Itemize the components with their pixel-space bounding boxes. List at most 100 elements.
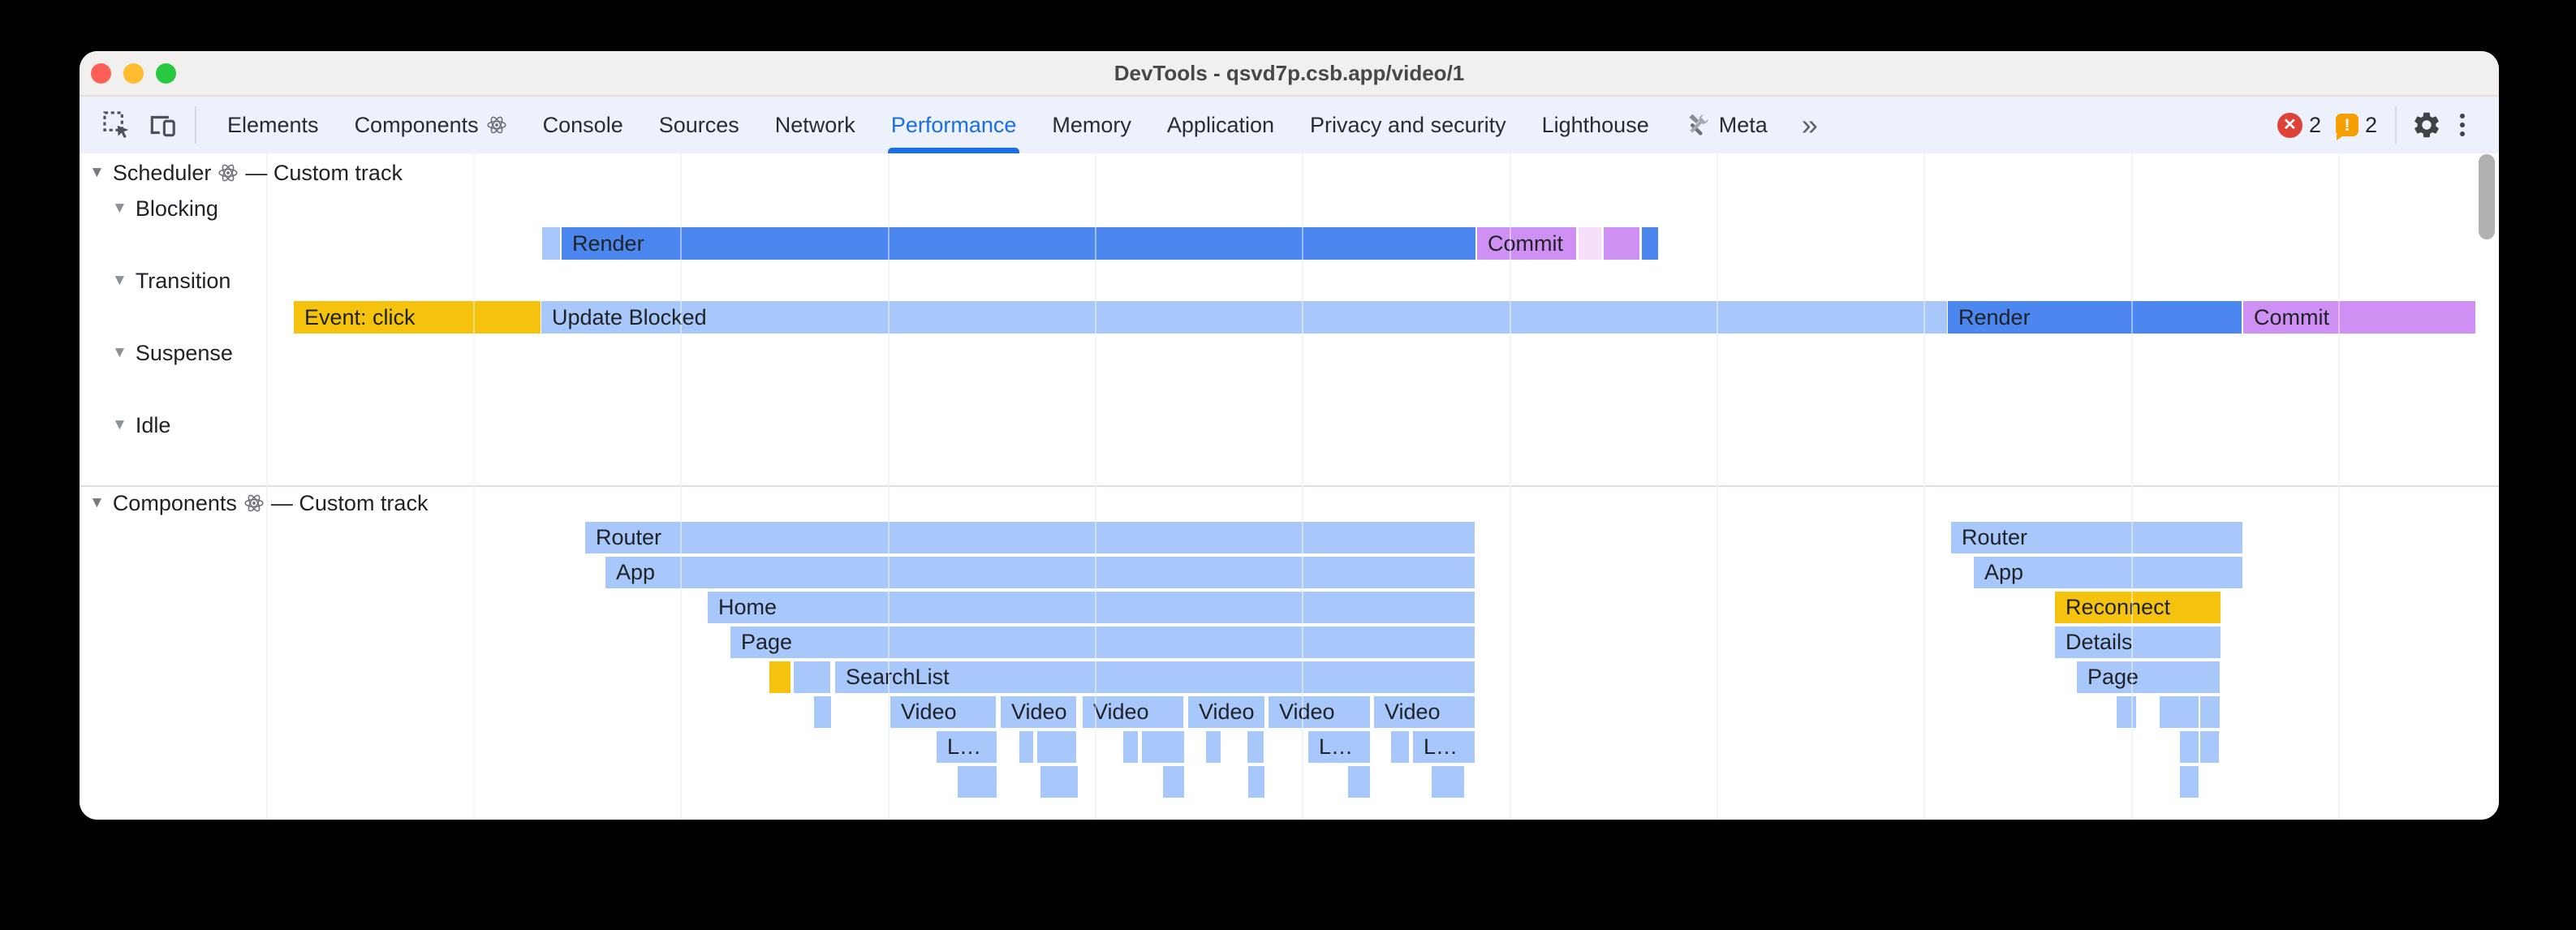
- collapse-triangle-icon[interactable]: ▼: [112, 416, 127, 433]
- track-header-components[interactable]: ▼ Components — Custom track: [89, 491, 428, 515]
- tab-performance[interactable]: Performance: [873, 97, 1035, 153]
- timeline-bar-router[interactable]: Router: [585, 522, 1475, 553]
- timeline-bar-details[interactable]: Details: [2055, 626, 2221, 658]
- minimize-button[interactable]: [123, 63, 144, 84]
- timeline-bar-video[interactable]: Video: [1188, 696, 1264, 728]
- close-button[interactable]: [91, 63, 111, 84]
- collapse-triangle-icon[interactable]: ▼: [89, 164, 105, 181]
- timeline-bar[interactable]: [1432, 766, 1464, 798]
- timeline-bar-page[interactable]: Page: [2077, 661, 2220, 693]
- timeline-gridline: [1302, 153, 1303, 820]
- timeline-bar[interactable]: [2200, 731, 2219, 763]
- timeline-bar[interactable]: [1123, 731, 1138, 763]
- timeline-bar[interactable]: [542, 227, 560, 260]
- lane-idle[interactable]: ▼ Idle: [112, 413, 170, 437]
- timeline-bar-l[interactable]: L…: [1308, 731, 1370, 763]
- tab-console[interactable]: Console: [525, 97, 641, 153]
- settings-button[interactable]: [2411, 110, 2442, 140]
- timeline-bar[interactable]: [794, 661, 830, 693]
- timeline-bar-home[interactable]: Home: [708, 592, 1475, 623]
- timeline-bar-app[interactable]: App: [1974, 557, 2242, 588]
- timeline-bar-searchlist[interactable]: SearchList: [835, 661, 1475, 693]
- timeline-bar[interactable]: [1019, 731, 1033, 763]
- timeline-bar[interactable]: [2117, 696, 2136, 728]
- more-tabs-icon[interactable]: »: [1801, 108, 1818, 141]
- inspect-element-icon[interactable]: [101, 109, 133, 141]
- timeline-bar[interactable]: [958, 766, 997, 798]
- warning-badge[interactable]: ! 2: [2335, 112, 2377, 140]
- timeline-gridline: [680, 153, 682, 820]
- tab-label: Memory: [1052, 112, 1131, 137]
- timeline-bar-page[interactable]: Page: [730, 626, 1475, 658]
- tab-application[interactable]: Application: [1149, 97, 1292, 153]
- timeline-bar[interactable]: [1037, 731, 1076, 763]
- selected-tab-underline: [887, 148, 1020, 153]
- gear-icon: [2414, 112, 2439, 138]
- tab-label: Privacy and security: [1310, 112, 1506, 137]
- tab-memory[interactable]: Memory: [1034, 97, 1149, 153]
- timeline-bar[interactable]: [1163, 766, 1184, 798]
- timeline-bar[interactable]: [1642, 227, 1658, 260]
- timeline-bar-app[interactable]: App: [605, 557, 1475, 588]
- timeline-bar[interactable]: [1040, 766, 1078, 798]
- tab-network[interactable]: Network: [757, 97, 873, 153]
- timeline-bar-update-blocked[interactable]: Update Blocked: [541, 301, 1947, 334]
- timeline-bar[interactable]: [1579, 227, 1601, 260]
- timeline-bar-l[interactable]: L…: [937, 731, 997, 763]
- timeline-gridline: [2338, 153, 2340, 820]
- tab-meta[interactable]: Meta: [1667, 97, 1786, 153]
- timeline-bar-event-click[interactable]: Event: click: [294, 301, 541, 334]
- timeline-bar[interactable]: [2180, 766, 2199, 798]
- timeline-bar-render[interactable]: Render: [562, 227, 1475, 260]
- panel-tabs: Elements Components Console Sources Network P…: [209, 97, 1786, 153]
- timeline-bar[interactable]: [1142, 731, 1184, 763]
- timeline-bar-router[interactable]: Router: [1951, 522, 2242, 553]
- timeline-gridline: [473, 153, 475, 820]
- track-header-scheduler[interactable]: ▼ Scheduler — Custom track: [89, 161, 403, 185]
- timeline-bar[interactable]: [1248, 766, 1264, 798]
- collapse-triangle-icon[interactable]: ▼: [112, 344, 127, 361]
- timeline-bar-video[interactable]: Video: [1269, 696, 1370, 728]
- timeline-bar-commit[interactable]: Commit: [1477, 227, 1576, 260]
- device-toolbar-icon[interactable]: [146, 109, 179, 141]
- more-options-icon[interactable]: [2450, 109, 2475, 141]
- timeline-bar[interactable]: [1604, 227, 1639, 260]
- timeline-bar[interactable]: [1247, 731, 1264, 763]
- tab-privacy-and-security[interactable]: Privacy and security: [1292, 97, 1524, 153]
- scrollbar-thumb[interactable]: [2479, 154, 2495, 239]
- tab-components[interactable]: Components: [337, 97, 525, 153]
- timeline-bar[interactable]: [1391, 731, 1409, 763]
- timeline-bar-reconnect[interactable]: Reconnect: [2055, 592, 2221, 623]
- zoom-button[interactable]: [156, 63, 176, 84]
- timeline-bar-video[interactable]: Video: [1001, 696, 1076, 728]
- timeline-gridline: [266, 153, 268, 820]
- lane-suspense[interactable]: ▼ Suspense: [112, 341, 233, 365]
- timeline-bar-commit[interactable]: Commit: [2243, 301, 2475, 334]
- tab-lighthouse[interactable]: Lighthouse: [1524, 97, 1667, 153]
- collapse-triangle-icon[interactable]: ▼: [89, 494, 105, 511]
- lane-transition[interactable]: ▼ Transition: [112, 269, 230, 293]
- timeline-bar-video[interactable]: Video: [890, 696, 996, 728]
- timeline-bar-video[interactable]: Video: [1083, 696, 1183, 728]
- error-badge[interactable]: ✕ 2: [2277, 112, 2321, 138]
- timeline-gridline: [1510, 153, 1511, 820]
- timeline-bar[interactable]: [1206, 731, 1221, 763]
- timeline-bar[interactable]: [814, 696, 831, 728]
- timeline-bar-render[interactable]: Render: [1948, 301, 2242, 334]
- collapse-triangle-icon[interactable]: ▼: [112, 200, 127, 217]
- tab-elements[interactable]: Elements: [209, 97, 337, 153]
- timeline-bar[interactable]: [2200, 696, 2220, 728]
- timeline-bar[interactable]: [2180, 731, 2199, 763]
- timeline-bar-l[interactable]: L…: [1413, 731, 1475, 763]
- timeline-bar[interactable]: [2160, 696, 2199, 728]
- tab-sources[interactable]: Sources: [641, 97, 757, 153]
- warning-count: 2: [2364, 112, 2377, 137]
- timeline-bar-video[interactable]: Video: [1374, 696, 1475, 728]
- collapse-triangle-icon[interactable]: ▼: [112, 272, 127, 289]
- devtools-toolbar: Elements Components Console Sources Network P…: [80, 97, 2499, 155]
- timeline-bar[interactable]: [769, 661, 790, 693]
- tab-label: Application: [1166, 112, 1274, 137]
- timeline-bar[interactable]: [1348, 766, 1370, 798]
- track-title: Scheduler: [112, 160, 212, 185]
- lane-blocking[interactable]: ▼ Blocking: [112, 196, 218, 221]
